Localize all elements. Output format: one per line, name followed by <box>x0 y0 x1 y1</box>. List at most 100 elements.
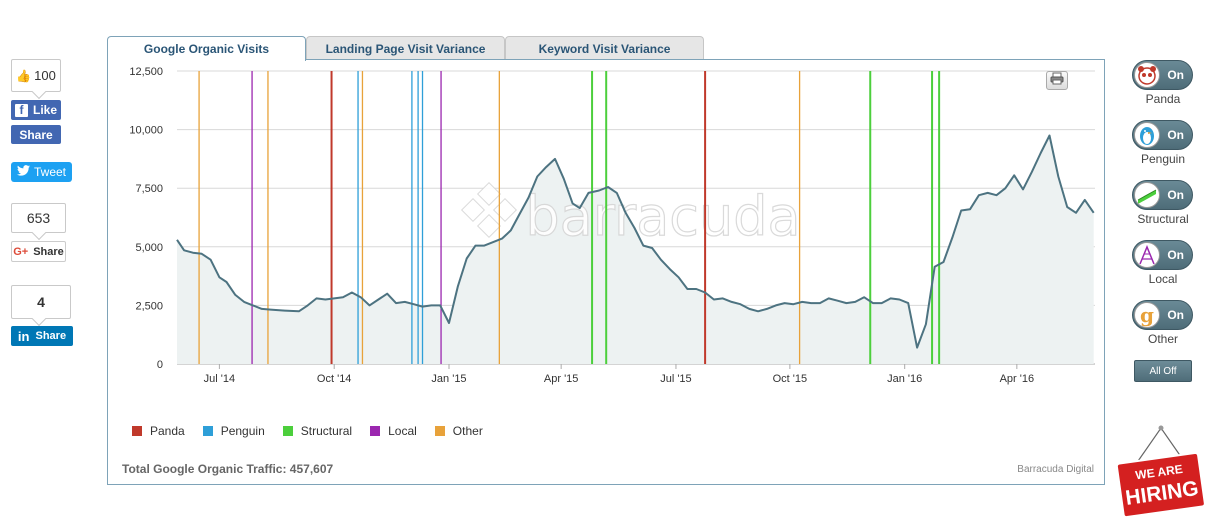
toggle-switch[interactable]: On <box>1132 120 1193 150</box>
toggle-label: Local <box>1148 272 1178 286</box>
chart-panel: 0 2,500 5,000 7,500 10,000 12,500 barracuda Jul… <box>107 59 1105 485</box>
legend-label: Local <box>388 424 417 438</box>
toggle-penguin[interactable]: On Penguin <box>1132 120 1194 166</box>
x-tick-label: Oct '15 <box>773 373 808 385</box>
panda-icon <box>1134 62 1160 88</box>
series-line <box>176 134 1095 349</box>
chart-legend: Panda Penguin Structural Local Other <box>132 424 483 438</box>
watermark-diamond <box>476 181 502 207</box>
we-are-hiring-sign[interactable]: WE ARE HIRING <box>1116 424 1206 520</box>
toggle-structural[interactable]: On Structural <box>1132 180 1194 226</box>
x-tick-label: Jul '15 <box>660 373 691 385</box>
toggle-label: Other <box>1147 332 1178 346</box>
local-icon <box>1134 242 1160 268</box>
toggle-state: On <box>1167 248 1184 262</box>
y-tick-label: 12,500 <box>129 66 163 78</box>
all-off-button[interactable]: All Off <box>1134 360 1192 382</box>
google-icon: g <box>1134 302 1160 328</box>
series-area <box>177 135 1094 364</box>
legend-label: Panda <box>150 424 185 438</box>
x-tick-label: Jan '16 <box>887 373 922 385</box>
printer-icon <box>1050 72 1064 90</box>
y-tick-label: 0 <box>157 359 163 371</box>
linkedin-share-label: Share <box>35 330 67 342</box>
toggle-state: On <box>1167 128 1184 142</box>
sign-nail <box>1158 425 1164 431</box>
watermark-logo-icon <box>460 181 518 239</box>
gplus-share-label: Share <box>33 245 64 258</box>
toggle-state: On <box>1167 308 1184 322</box>
legend-item-penguin[interactable]: Penguin <box>202 424 265 438</box>
gplus-count: 653 <box>26 210 51 226</box>
structural-icon <box>1134 182 1160 208</box>
x-tick-label: Jul '14 <box>204 373 235 385</box>
facebook-count-box: 👍 100 <box>11 59 61 92</box>
watermark-diamond <box>460 197 486 223</box>
sign-board <box>1116 451 1206 519</box>
tweet-button[interactable]: Tweet <box>11 162 72 182</box>
toggle-switch[interactable]: On <box>1132 240 1193 270</box>
tab-google-organic-visits[interactable]: Google Organic Visits <box>107 36 306 61</box>
y-tick-label: 7,500 <box>135 183 163 195</box>
gplus-share-button[interactable]: G+ Share <box>11 241 66 262</box>
legend-swatch <box>132 426 142 436</box>
legend-swatch <box>282 426 293 436</box>
tab-label: Keyword Visit Variance <box>538 41 671 56</box>
legend-item-local[interactable]: Local <box>370 424 417 438</box>
y-tick-label: 5,000 <box>135 242 163 254</box>
linkedin-count: 4 <box>37 294 45 310</box>
facebook-icon: f <box>14 103 28 117</box>
y-tick-label: 10,000 <box>129 125 163 137</box>
penguin-icon <box>1134 122 1160 148</box>
tweet-label: Tweet <box>33 165 66 179</box>
toggle-switch[interactable]: g On <box>1132 300 1193 330</box>
legend-swatch <box>370 426 381 436</box>
tab-landing-page-visit-variance[interactable]: Landing Page Visit Variance <box>306 36 505 60</box>
legend-label: Other <box>452 424 483 438</box>
toggle-local[interactable]: On Local <box>1132 240 1194 286</box>
toggle-switch[interactable]: On <box>1132 180 1193 210</box>
linkedin-icon: in <box>17 328 30 344</box>
legend-swatch <box>202 426 213 436</box>
facebook-share-label: Share <box>19 127 53 142</box>
credit-label: Barracuda Digital <box>1017 464 1094 475</box>
thumbs-up-icon: 👍 <box>16 68 32 83</box>
linkedin-count-box: 4 <box>11 285 71 319</box>
tab-label: Landing Page Visit Variance <box>325 41 486 56</box>
legend-label: Penguin <box>220 424 265 438</box>
sign-text-line1: WE ARE <box>1135 462 1184 482</box>
legend-swatch <box>434 426 445 436</box>
x-tick-label: Jan '15 <box>431 373 466 385</box>
x-tick-label: Apr '15 <box>544 373 579 385</box>
watermark-diamond <box>476 213 502 239</box>
toggle-switch[interactable]: On <box>1132 60 1193 90</box>
tab-label: Google Organic Visits <box>143 42 270 56</box>
facebook-share-button[interactable]: Share <box>11 125 61 144</box>
facebook-like-button[interactable]: f Like <box>11 100 61 120</box>
x-tick-label: Apr '16 <box>1000 373 1035 385</box>
legend-item-other[interactable]: Other <box>434 424 483 438</box>
watermark-diamond <box>492 197 518 223</box>
all-off-label: All Off <box>1149 365 1177 377</box>
x-tick-label: Oct '14 <box>317 373 352 385</box>
toggle-state: On <box>1167 188 1184 202</box>
organic-visits-chart: 0 2,500 5,000 7,500 10,000 12,500 barracuda Jul… <box>129 66 1095 385</box>
gplus-icon: G+ <box>13 245 29 258</box>
watermark-text: barracuda <box>525 185 800 248</box>
facebook-like-label: Like <box>32 103 57 117</box>
toggle-other[interactable]: g On Other <box>1132 300 1194 346</box>
toggle-panda[interactable]: On Panda <box>1132 60 1194 106</box>
print-button[interactable] <box>1046 71 1068 90</box>
toggle-label: Panda <box>1145 92 1181 106</box>
linkedin-share-button[interactable]: in Share <box>11 326 73 346</box>
toggle-label: Penguin <box>1140 152 1186 166</box>
toggle-label: Structural <box>1137 212 1189 226</box>
total-traffic-label: Total Google Organic Traffic: 457,607 <box>122 462 334 476</box>
legend-item-structural[interactable]: Structural <box>282 424 352 438</box>
legend-item-panda[interactable]: Panda <box>132 424 185 438</box>
facebook-like-count: 100 <box>34 68 56 83</box>
y-tick-label: 2,500 <box>135 300 163 312</box>
tab-keyword-visit-variance[interactable]: Keyword Visit Variance <box>505 36 704 60</box>
gplus-count-box: 653 <box>11 203 66 233</box>
twitter-bird-icon <box>16 165 30 179</box>
